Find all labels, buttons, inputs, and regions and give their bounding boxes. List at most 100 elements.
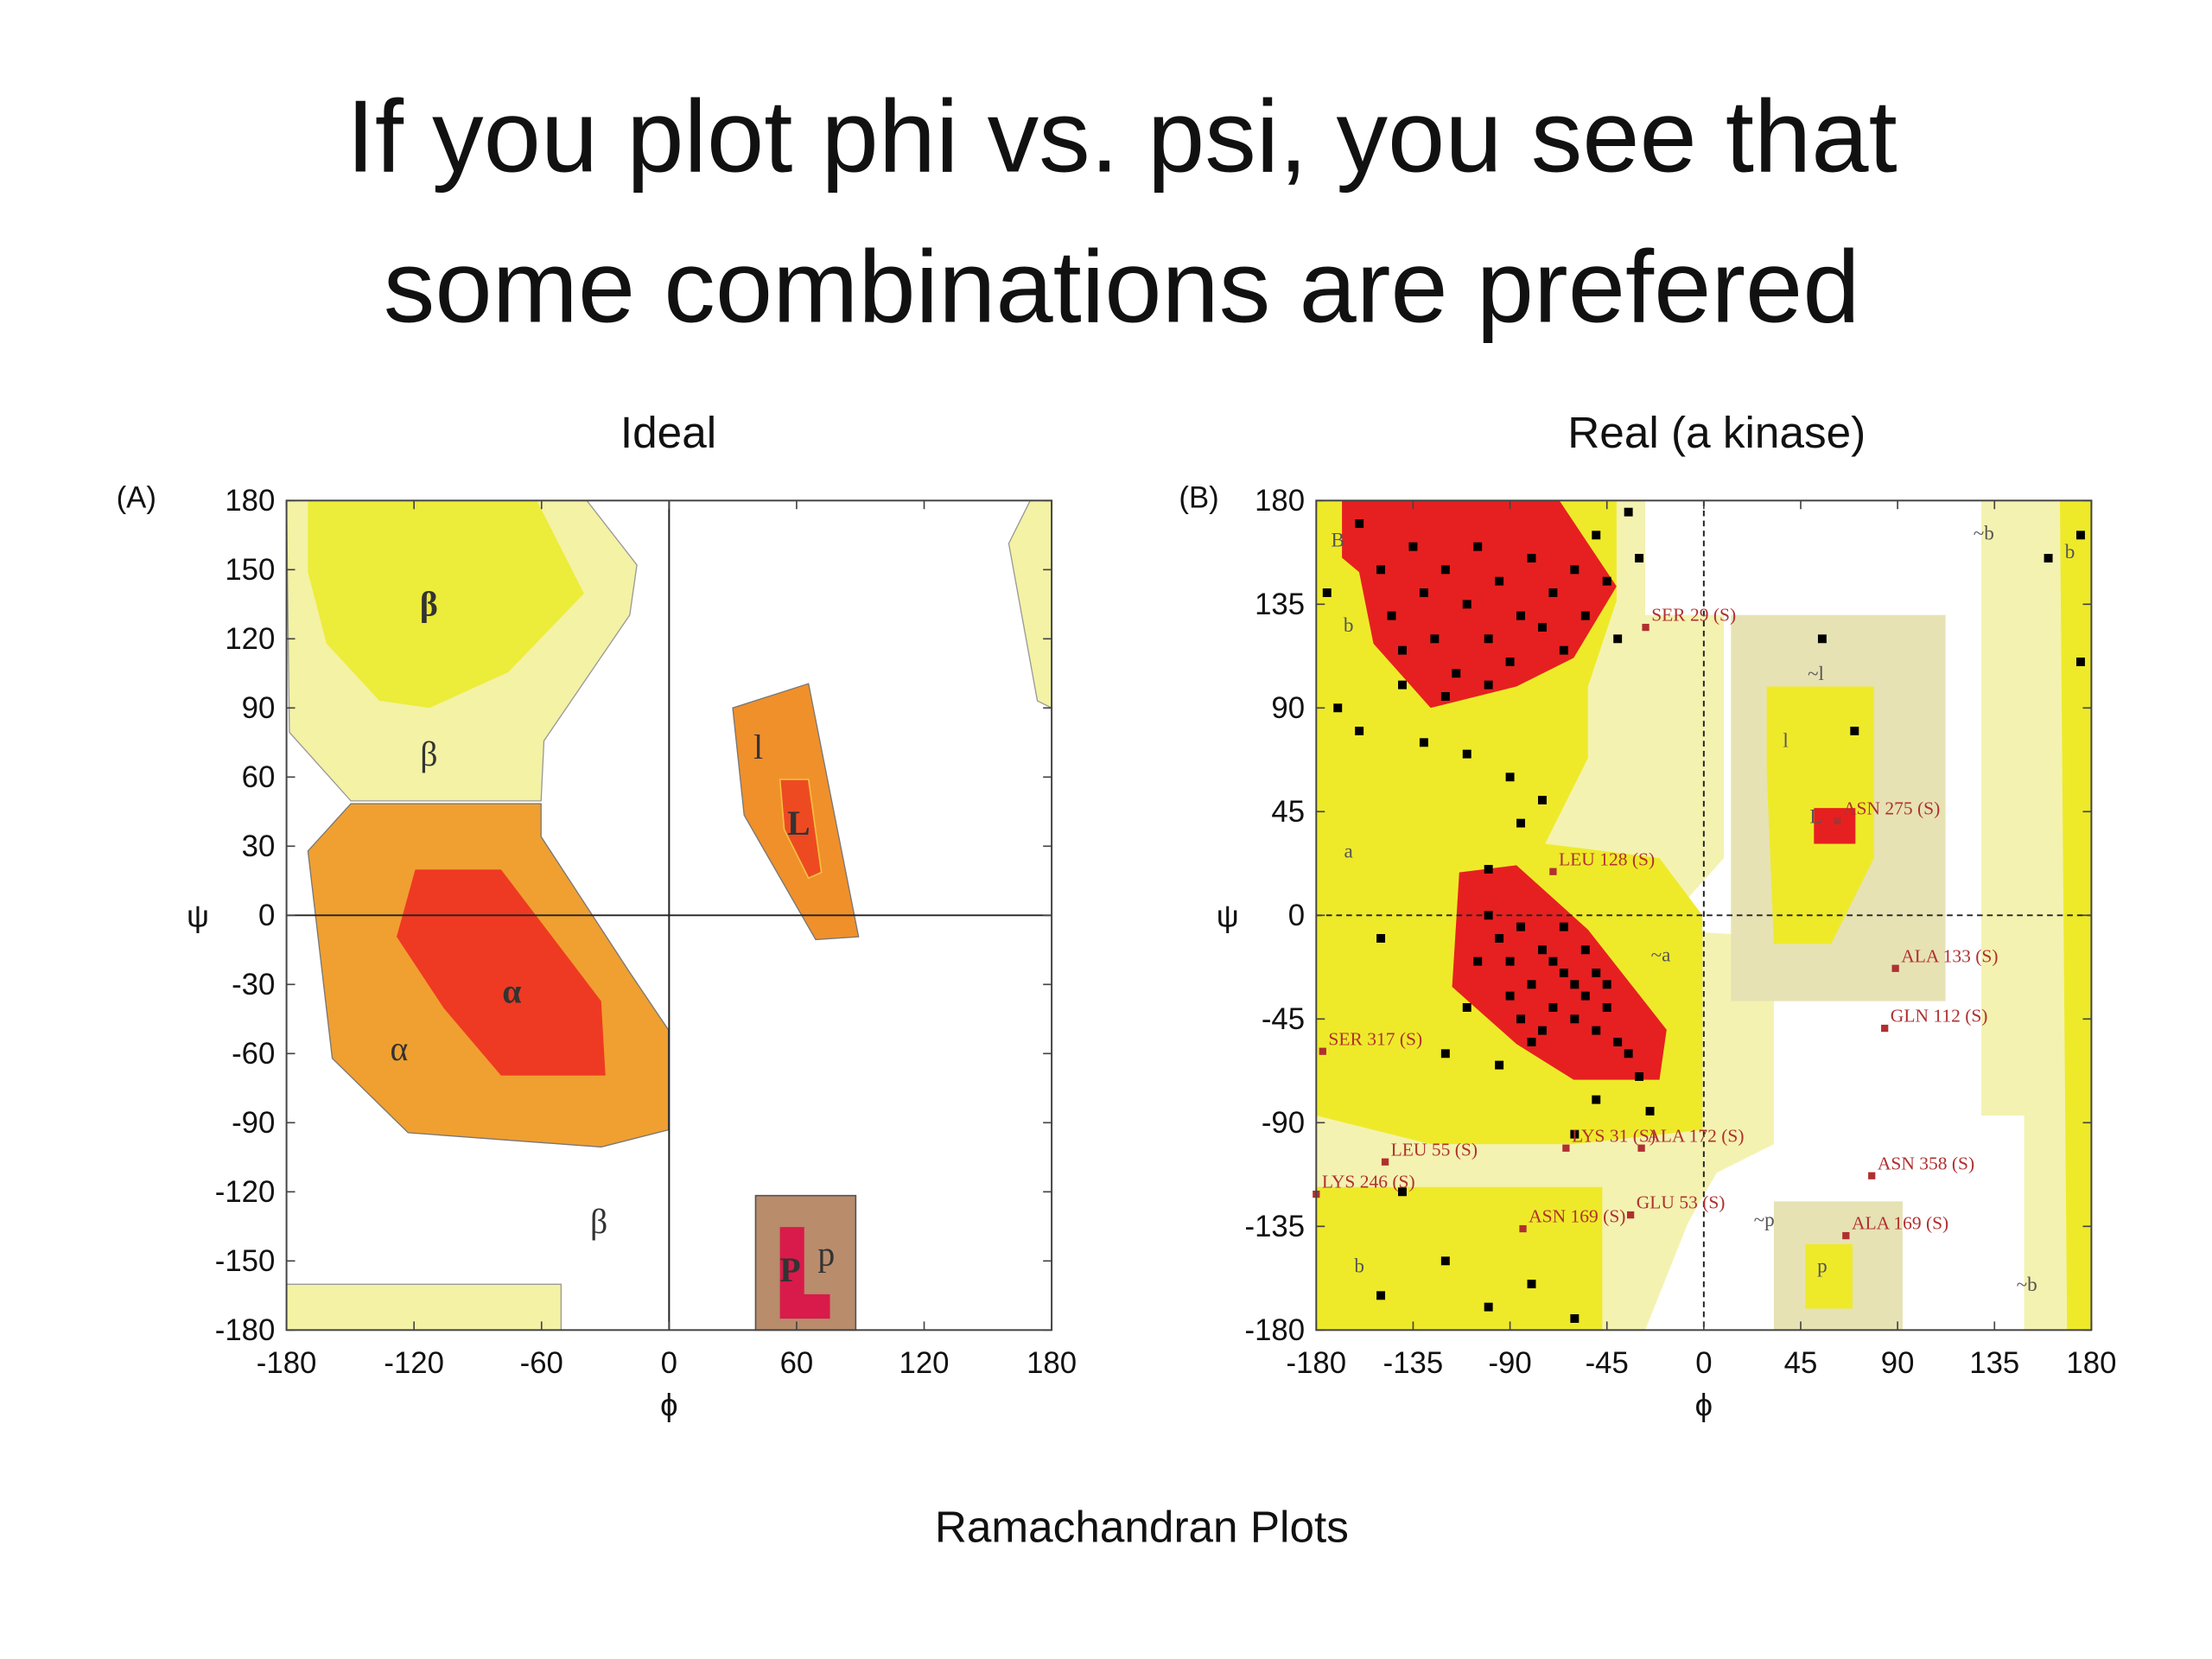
point bbox=[1322, 588, 1332, 597]
y-tick-label: 180 bbox=[1255, 485, 1305, 518]
annotation-label: LEU 128 (S) bbox=[1559, 849, 1655, 869]
point bbox=[1548, 1003, 1558, 1012]
annotation-label: LYS 246 (S) bbox=[1322, 1172, 1415, 1192]
point bbox=[1495, 576, 1504, 586]
point bbox=[1333, 703, 1343, 713]
annotation-label: LYS 31 (S) bbox=[1572, 1125, 1656, 1146]
y-axis-label: ψ bbox=[1217, 899, 1239, 934]
point bbox=[1527, 1038, 1536, 1046]
x-tick-label: -135 bbox=[1383, 1347, 1444, 1380]
slide-title: If you plot phi vs. psi, you see that bbox=[346, 79, 1897, 194]
annotation-label: ASN 169 (S) bbox=[1529, 1206, 1625, 1227]
x-tick-label: 120 bbox=[899, 1347, 950, 1380]
point bbox=[1570, 565, 1580, 575]
region-label: b bbox=[2065, 541, 2075, 563]
point bbox=[1516, 611, 1526, 620]
point bbox=[1462, 749, 1471, 759]
point bbox=[1580, 945, 1590, 955]
annotation-label: ALA 172 (S) bbox=[1647, 1125, 1744, 1146]
annotation-point bbox=[1834, 817, 1841, 825]
region-label: β bbox=[420, 586, 438, 624]
y-tick-label: 90 bbox=[242, 692, 276, 725]
point bbox=[1635, 1072, 1644, 1081]
point bbox=[1440, 1049, 1450, 1058]
y-tick-label: -120 bbox=[215, 1176, 276, 1209]
annotation-label: SER 317 (S) bbox=[1328, 1028, 1422, 1049]
point bbox=[1527, 554, 1536, 563]
point bbox=[1495, 934, 1504, 943]
point bbox=[1398, 680, 1407, 690]
point bbox=[1850, 727, 1859, 735]
y-tick-label: 45 bbox=[1271, 796, 1305, 829]
y-tick-label: -60 bbox=[232, 1038, 275, 1071]
x-tick-label: 90 bbox=[1881, 1347, 1915, 1380]
y-tick-label: -135 bbox=[1245, 1211, 1306, 1243]
point bbox=[1592, 1026, 1601, 1035]
region-label: β bbox=[590, 1203, 607, 1241]
point bbox=[1548, 957, 1558, 966]
point bbox=[1376, 1291, 1386, 1300]
point bbox=[1548, 588, 1558, 597]
y-tick-label: 135 bbox=[1255, 588, 1305, 621]
annotation-point bbox=[1519, 1224, 1527, 1233]
y-tick-label: 120 bbox=[225, 623, 275, 656]
point bbox=[1624, 507, 1633, 517]
point bbox=[1559, 969, 1568, 977]
point bbox=[1538, 945, 1547, 955]
y-tick-label: -30 bbox=[232, 969, 275, 1001]
point bbox=[1570, 980, 1580, 989]
y-tick-label: 180 bbox=[225, 485, 275, 518]
point bbox=[1419, 588, 1428, 597]
annotation-point bbox=[1319, 1047, 1326, 1055]
annotation-point bbox=[1891, 964, 1899, 972]
point bbox=[1516, 818, 1526, 828]
x-tick-label: -45 bbox=[1586, 1347, 1629, 1380]
region-label: p bbox=[817, 1236, 835, 1274]
point bbox=[1473, 542, 1483, 551]
annotation-label: ALA 133 (S) bbox=[1901, 945, 1998, 966]
region-label: b bbox=[1344, 614, 1354, 637]
y-tick-label: 0 bbox=[1288, 899, 1305, 932]
slide-title: some combinations are prefered bbox=[384, 229, 1860, 344]
annotation-label: ASN 275 (S) bbox=[1843, 798, 1940, 819]
point bbox=[1473, 957, 1483, 966]
point bbox=[1430, 634, 1440, 644]
x-axis-label: ϕ bbox=[1695, 1388, 1713, 1423]
x-tick-label: 45 bbox=[1784, 1347, 1818, 1380]
x-tick-label: -120 bbox=[384, 1347, 444, 1380]
point bbox=[1440, 1256, 1450, 1266]
point bbox=[1387, 611, 1396, 620]
chart-title: Real (a kinase) bbox=[1567, 408, 1866, 457]
annotation-label: ASN 358 (S) bbox=[1878, 1153, 1974, 1173]
regions-a bbox=[285, 499, 1052, 1332]
annotation-point bbox=[1637, 1144, 1645, 1152]
point bbox=[2075, 658, 2085, 666]
y-tick-label: -150 bbox=[215, 1245, 276, 1278]
point bbox=[1495, 1060, 1504, 1070]
point bbox=[1580, 611, 1590, 620]
region-label: L bbox=[1809, 806, 1821, 829]
y-tick-label: 30 bbox=[242, 830, 276, 863]
annotation-label: SER 29 (S) bbox=[1651, 605, 1736, 626]
region-label: l bbox=[753, 728, 763, 766]
y-tick-label: -90 bbox=[1262, 1107, 1305, 1140]
annotation-point bbox=[1562, 1144, 1570, 1152]
point bbox=[1516, 922, 1526, 931]
plot: β β α α lLβ pP bbox=[286, 500, 1052, 1331]
point bbox=[1559, 922, 1568, 931]
x-tick-label: 60 bbox=[780, 1347, 814, 1380]
point bbox=[1484, 634, 1493, 644]
point bbox=[1645, 1107, 1655, 1116]
point bbox=[1527, 1280, 1536, 1288]
region-label: ~b bbox=[2017, 1274, 2037, 1296]
region-label: ~a bbox=[1651, 944, 1671, 967]
region-label: l bbox=[1783, 730, 1788, 753]
annotation-point bbox=[1642, 623, 1649, 632]
x-tick-label: 180 bbox=[1027, 1347, 1077, 1380]
region-label: a bbox=[1344, 841, 1353, 863]
y-tick-label: 0 bbox=[258, 899, 275, 932]
point bbox=[1484, 680, 1493, 690]
region-label: L bbox=[787, 804, 810, 842]
annotation-point bbox=[1868, 1172, 1876, 1179]
x-tick-label: 180 bbox=[2066, 1347, 2116, 1380]
